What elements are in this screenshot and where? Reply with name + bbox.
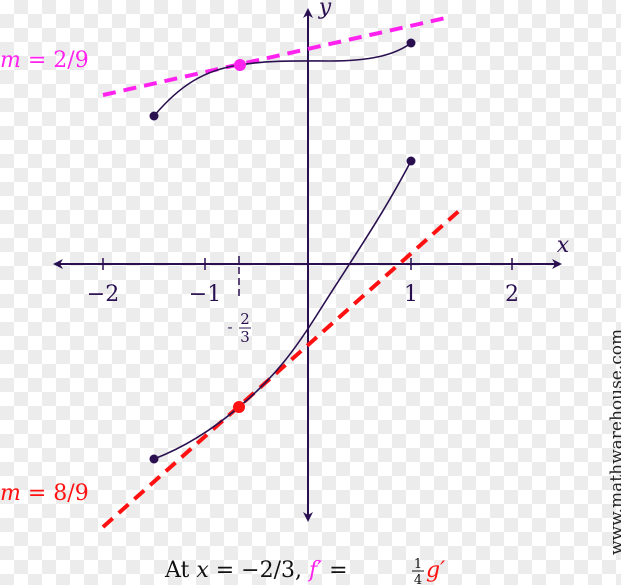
x-tick-label: −1 <box>189 282 221 307</box>
svg-text:2: 2 <box>240 310 250 328</box>
x-tick-label: −2 <box>87 282 119 307</box>
caption: At x = −2/3, f′ = <box>164 558 348 583</box>
special-tick-label: - 2 3 <box>227 310 251 346</box>
svg-text:3: 3 <box>240 328 250 346</box>
x-ticks <box>102 258 513 270</box>
watermark: www.mathwarehouse.com <box>607 329 621 555</box>
x-tick-label: 1 <box>404 282 418 307</box>
curve-g <box>153 160 412 460</box>
tangent-point-f <box>234 59 246 71</box>
endpoint <box>149 111 159 121</box>
y-axis-label: y <box>318 0 332 20</box>
svg-text:1: 1 <box>414 557 422 572</box>
svg-text:4: 4 <box>414 573 422 585</box>
endpoint <box>406 156 416 166</box>
tangent-line-g <box>101 208 462 529</box>
tangent-point-g <box>233 401 245 413</box>
x-tick-label: 2 <box>505 282 519 307</box>
endpoint <box>149 454 159 464</box>
curve-f <box>153 42 412 117</box>
slope-label-f: m = 2/9 <box>0 48 89 73</box>
slope-label-g: m = 8/9 <box>0 481 89 506</box>
endpoint <box>406 38 416 48</box>
svg-text:-: - <box>227 318 232 336</box>
x-axis-label: x <box>557 233 570 258</box>
tangent-line-f <box>102 15 451 97</box>
caption-fraction: 1 4 <box>412 557 424 585</box>
caption-g-prime: g′ <box>426 558 445 583</box>
